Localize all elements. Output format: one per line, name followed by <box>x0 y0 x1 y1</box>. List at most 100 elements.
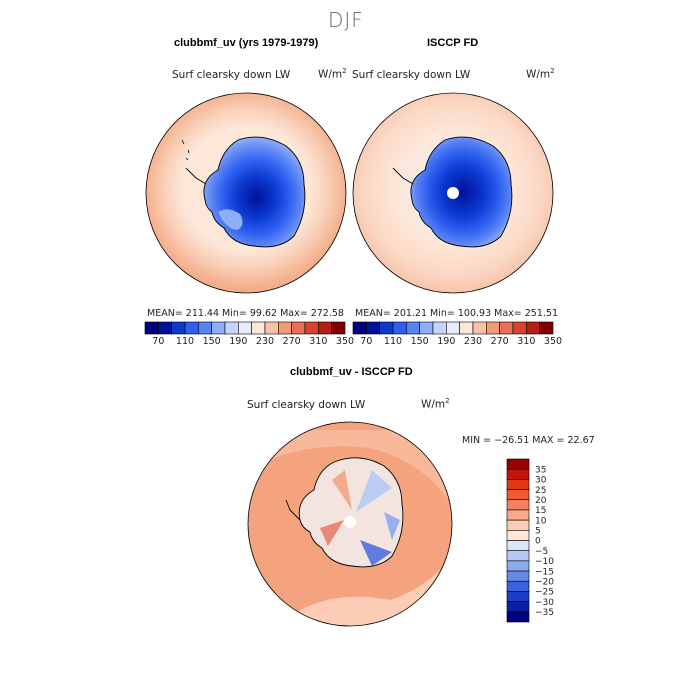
left-colorbar-swatch <box>211 321 226 335</box>
right-map <box>352 92 554 294</box>
left-colorbar-swatch <box>264 321 279 335</box>
right-colorbar-tick-label: 70 <box>360 336 372 347</box>
bottom-pole-hole <box>344 516 356 528</box>
left-colorbar-swatch <box>171 321 186 335</box>
diff-colorbar-swatch <box>506 489 530 501</box>
bottom-panel-title: clubbmf_uv - ISCCP FD <box>290 366 413 378</box>
right-colorbar-tick-label: 270 <box>491 336 509 347</box>
left-panel-title: clubbmf_uv (yrs 1979-1979) <box>174 37 319 49</box>
right-colorbar-tick-label: 150 <box>411 336 429 347</box>
bottom-map-border <box>247 421 453 627</box>
diff-colorbar-tick-label: 25 <box>535 486 546 496</box>
right-peninsula <box>392 167 414 185</box>
right-colorbar: 70 110 150 190 230 270 310 350 <box>352 321 562 347</box>
left-colorbar-tick-label: 70 <box>152 336 164 347</box>
diff-colorbar-swatch <box>506 570 530 582</box>
left-peninsula <box>185 167 207 185</box>
right-units-label: W/m2 <box>526 67 555 81</box>
diff-colorbar-tick-label: −35 <box>535 608 554 618</box>
left-colorbar-swatch <box>304 321 319 335</box>
left-colorbar-swatch <box>198 321 212 335</box>
diff-colorbar-swatch <box>506 580 530 592</box>
diff-colorbar-swatch <box>506 479 530 490</box>
diff-colorbar-tick-label: 5 <box>535 527 541 537</box>
left-colorbar-swatch <box>278 321 292 335</box>
right-colorbar-swatch <box>526 321 540 335</box>
left-colorbar-tick-label: 350 <box>336 336 354 347</box>
left-colorbar-tick-label: 110 <box>176 336 194 347</box>
left-map <box>145 92 347 294</box>
right-antarctica <box>410 136 513 248</box>
right-colorbar-swatch <box>379 321 394 335</box>
left-map-border <box>145 92 347 294</box>
left-colorbar-swatch <box>184 321 199 335</box>
right-colorbar-swatch <box>512 321 527 335</box>
diff-colorbar-swatch <box>506 611 530 623</box>
diff-colorbar-swatch <box>506 601 530 613</box>
diff-colorbar-swatch <box>506 509 530 521</box>
diff-colorbar-tick-label: −5 <box>535 547 548 557</box>
season-title: DJF <box>328 8 364 32</box>
left-colorbar-swatch <box>238 321 252 335</box>
left-colorbar-tick-label: 310 <box>309 336 327 347</box>
right-colorbar-swatch <box>486 321 500 335</box>
diff-colorbar-swatch <box>506 560 530 572</box>
right-stats: MEAN= 201.21 Min= 100.93 Max= 251.51 <box>355 308 559 319</box>
left-colorbar-tick-label: 230 <box>256 336 274 347</box>
right-colorbar-swatch <box>472 321 487 335</box>
right-variable-label: Surf clearsky down LW <box>352 69 471 81</box>
diff-colorbar-tick-label: −25 <box>535 588 554 598</box>
right-panel-title: ISCCP FD <box>427 37 479 49</box>
left-colorbar-swatch <box>224 321 239 335</box>
right-colorbar-tick-label: 230 <box>464 336 482 347</box>
diff-colorbar-tick-label: −10 <box>535 557 554 567</box>
bottom-stats: MIN = −26.51 MAX = 22.67 <box>462 435 595 446</box>
right-colorbar-swatch <box>539 321 554 335</box>
left-ice-shelf <box>218 209 243 230</box>
left-variable-label: Surf clearsky down LW <box>172 69 291 81</box>
left-colorbar: 70 110 150 190 230 270 310 350 <box>144 321 354 347</box>
diff-colorbar-swatch <box>506 519 530 531</box>
diff-colorbar-swatch <box>506 458 530 470</box>
right-colorbar-swatch <box>432 321 447 335</box>
bottom-variable-label: Surf clearsky down LW <box>247 399 366 411</box>
diff-colorbar-tick-label: −15 <box>535 567 554 577</box>
diff-colorbar-tick-label: 20 <box>535 496 547 506</box>
diff-colorbar-tick-label: 0 <box>535 537 541 547</box>
left-colorbar-tick-label: 150 <box>203 336 221 347</box>
diff-colorbar-tick-label: −20 <box>535 577 554 587</box>
diff-colorbar-swatch <box>506 540 530 551</box>
diff-colorbar-swatch <box>506 468 530 480</box>
bottom-units-label: W/m2 <box>421 397 450 411</box>
left-colorbar-swatch <box>144 321 159 335</box>
right-colorbar-swatch <box>419 321 434 335</box>
left-colorbar-tick-label: 190 <box>229 336 247 347</box>
left-colorbar-swatch <box>331 321 346 335</box>
left-colorbar-swatch <box>251 321 266 335</box>
left-stats: MEAN= 211.44 Min= 99.62 Max= 272.58 <box>147 308 344 319</box>
left-colorbar-tick-label: 270 <box>283 336 301 347</box>
bottom-north-band <box>250 430 448 500</box>
diff-colorbar-swatch <box>506 530 530 541</box>
right-pole-hole <box>447 187 459 199</box>
right-colorbar-swatch <box>446 321 460 335</box>
diff-colorbar-swatch <box>506 591 530 602</box>
right-colorbar-tick-label: 190 <box>437 336 455 347</box>
right-colorbar-swatch <box>352 321 367 335</box>
left-units-label: W/m2 <box>318 67 347 81</box>
left-islands <box>181 139 190 161</box>
diff-colorbar-swatch <box>506 499 530 511</box>
left-colorbar-swatch <box>158 321 172 335</box>
right-colorbar-swatch <box>406 321 420 335</box>
right-colorbar-swatch <box>459 321 474 335</box>
diff-colorbar-tick-label: 35 <box>535 465 546 475</box>
right-colorbar-tick-label: 110 <box>384 336 402 347</box>
right-colorbar-swatch <box>499 321 514 335</box>
right-colorbar-tick-label: 350 <box>544 336 562 347</box>
right-map-border <box>352 92 554 294</box>
diff-colorbar-tick-label: −30 <box>535 598 554 608</box>
diff-colorbar-tick-label: 30 <box>535 476 547 486</box>
diff-colorbar-tick-label: 15 <box>535 506 546 516</box>
